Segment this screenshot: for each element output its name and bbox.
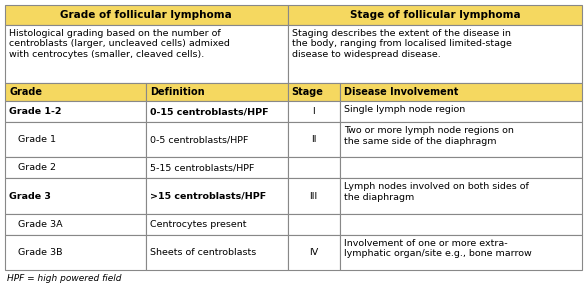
Text: HPF = high powered field: HPF = high powered field — [7, 274, 122, 283]
Bar — [340, 83, 582, 101]
Bar — [5, 157, 146, 178]
Text: Two or more lymph node regions on
the same side of the diaphragm: Two or more lymph node regions on the sa… — [343, 126, 514, 146]
Bar — [340, 122, 582, 157]
Text: Histological grading based on the number of
centroblasts (larger, uncleaved cell: Histological grading based on the number… — [9, 29, 230, 59]
Bar — [340, 214, 582, 235]
Text: 0-5 centroblasts/HPF: 0-5 centroblasts/HPF — [150, 135, 249, 144]
Bar — [288, 83, 340, 101]
Bar — [5, 25, 288, 83]
Text: Single lymph node region: Single lymph node region — [343, 105, 465, 114]
Text: I: I — [312, 107, 315, 116]
Bar — [340, 101, 582, 122]
Text: 0-15 centroblasts/HPF: 0-15 centroblasts/HPF — [150, 107, 269, 116]
Bar — [5, 83, 146, 101]
Text: 5-15 centroblasts/HPF: 5-15 centroblasts/HPF — [150, 164, 255, 172]
Bar — [288, 25, 582, 83]
Text: Grade 3A: Grade 3A — [9, 220, 63, 229]
Bar — [146, 178, 288, 214]
Bar — [340, 178, 582, 214]
Text: II: II — [311, 135, 316, 144]
Bar — [5, 235, 146, 270]
Bar — [146, 235, 288, 270]
Text: Grade 3: Grade 3 — [9, 192, 51, 201]
Bar — [288, 122, 340, 157]
Bar — [5, 101, 146, 122]
Text: >15 centroblasts/HPF: >15 centroblasts/HPF — [150, 192, 266, 201]
Bar — [146, 101, 288, 122]
Bar — [340, 157, 582, 178]
Text: Stage: Stage — [292, 87, 323, 97]
Text: Grade 1: Grade 1 — [9, 135, 56, 144]
Text: IV: IV — [309, 248, 318, 257]
Text: Sheets of centroblasts: Sheets of centroblasts — [150, 248, 257, 257]
Bar — [146, 157, 288, 178]
Bar — [288, 101, 340, 122]
Bar — [146, 122, 288, 157]
Bar — [5, 214, 146, 235]
Text: Lymph nodes involved on both sides of
the diaphragm: Lymph nodes involved on both sides of th… — [343, 182, 528, 202]
Text: Grade of follicular lymphoma: Grade of follicular lymphoma — [60, 10, 232, 20]
Text: Staging describes the extent of the disease in
the body, ranging from localised : Staging describes the extent of the dise… — [292, 29, 512, 59]
Text: Disease Involvement: Disease Involvement — [343, 87, 458, 97]
Text: Definition: Definition — [150, 87, 205, 97]
Text: Grade 2: Grade 2 — [9, 164, 56, 172]
Bar — [288, 235, 340, 270]
Text: Centrocytes present: Centrocytes present — [150, 220, 247, 229]
Bar — [5, 178, 146, 214]
Text: Grade 3B: Grade 3B — [9, 248, 62, 257]
Bar — [288, 178, 340, 214]
Bar — [146, 83, 288, 101]
Text: Grade: Grade — [9, 87, 42, 97]
Bar — [5, 122, 146, 157]
Text: Grade 1-2: Grade 1-2 — [9, 107, 62, 116]
Text: III: III — [309, 192, 318, 201]
Bar — [146, 214, 288, 235]
Bar — [288, 214, 340, 235]
Bar — [288, 5, 582, 25]
Text: Involvement of one or more extra-
lymphatic organ/site e.g., bone marrow: Involvement of one or more extra- lympha… — [343, 239, 531, 258]
Bar — [5, 5, 288, 25]
Text: Stage of follicular lymphoma: Stage of follicular lymphoma — [349, 10, 520, 20]
Bar — [340, 235, 582, 270]
Bar — [288, 157, 340, 178]
